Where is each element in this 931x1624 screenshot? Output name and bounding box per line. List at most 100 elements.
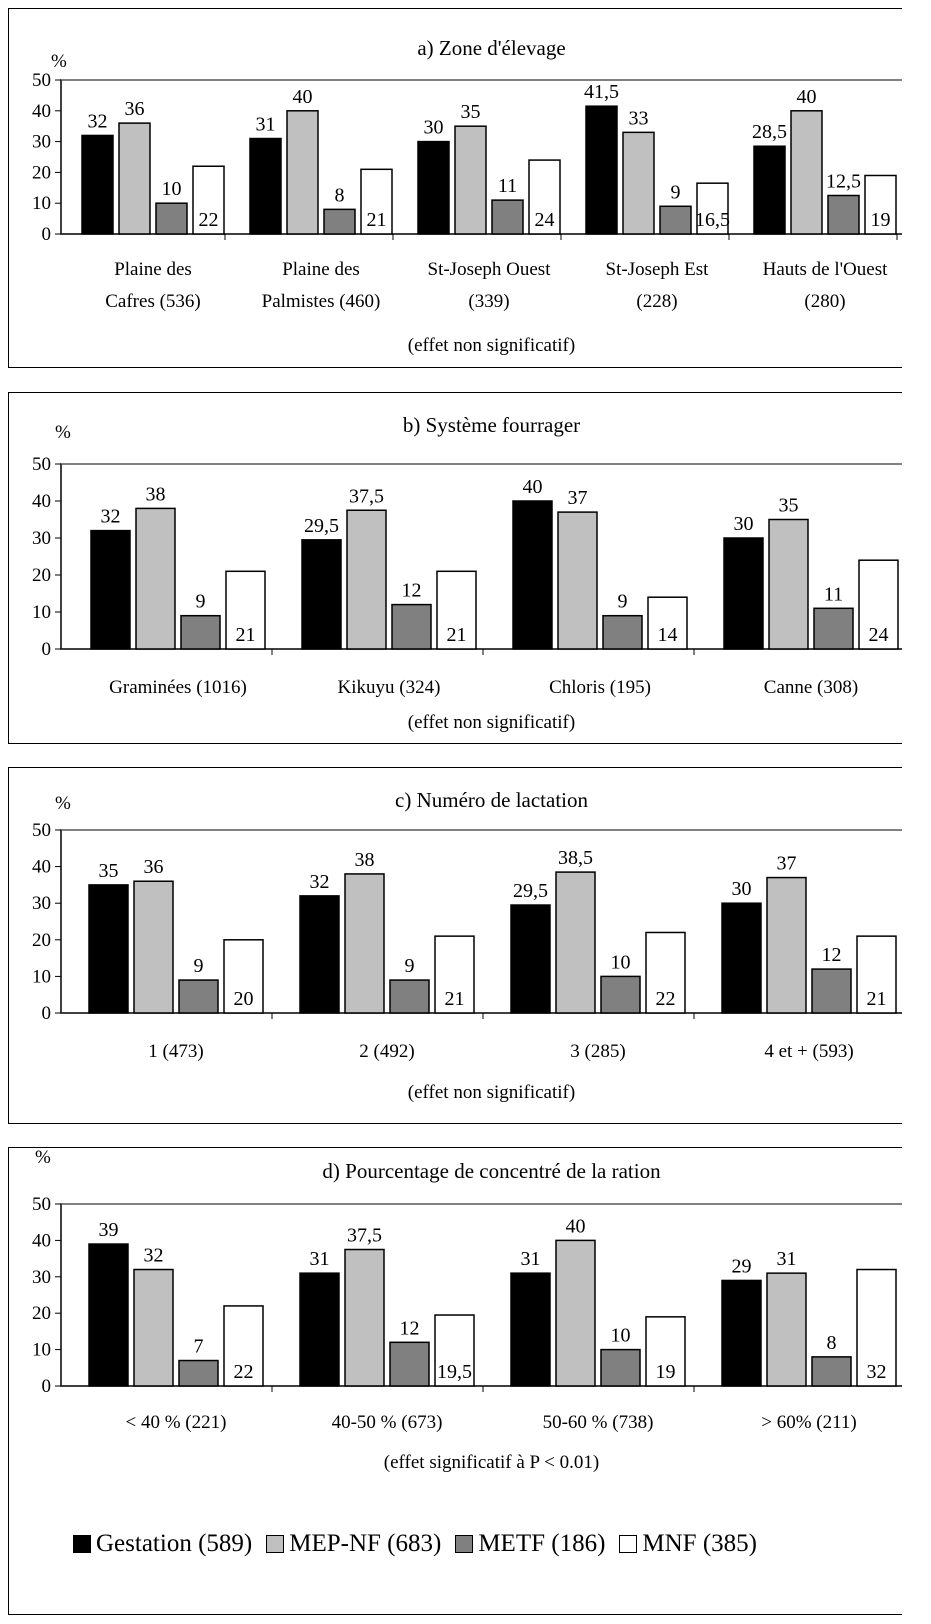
data-label-gestation: 31: [310, 1248, 330, 1270]
data-label-gestation: 29: [732, 1255, 752, 1277]
data-label-metf: 10: [611, 1325, 631, 1347]
y-tick-label: 50: [32, 454, 51, 475]
x-tick-label: St-Joseph Ouest: [428, 259, 552, 280]
x-tick-label: Kikuyu (324): [338, 677, 441, 698]
legend-label-metf: METF (186): [478, 1530, 606, 1557]
data-label-mep-nf: 36: [125, 98, 145, 120]
data-label-gestation: 39: [99, 1219, 119, 1241]
bar-gestation: [301, 539, 342, 650]
legend-item-gestation: Gestation (589): [73, 1530, 252, 1558]
bar-gestation: [510, 1272, 551, 1387]
data-label-mnf: 21: [367, 209, 387, 231]
y-axis-label: %: [55, 793, 71, 814]
bar-gestation: [299, 895, 340, 1014]
data-label-mep-nf: 31: [777, 1248, 797, 1270]
chart-panel-lactation: c) Numéro de lactation% 0 10 20 30 40 50 35 36 9 2…: [8, 767, 902, 1124]
data-label-mnf: 24: [535, 209, 555, 231]
bar-mep-nf: [555, 871, 596, 1014]
data-label-gestation: 31: [521, 1248, 541, 1270]
y-tick-label: 40: [32, 857, 51, 878]
bar-mnf: [223, 939, 264, 1014]
data-label-gestation: 35: [99, 860, 119, 882]
bar-metf: [323, 208, 356, 235]
bar-metf: [180, 614, 221, 650]
bar-gestation: [299, 1272, 340, 1387]
bar-mep-nf: [344, 1248, 385, 1387]
data-label-mnf: 20: [234, 988, 254, 1010]
data-label-mep-nf: 38,5: [558, 847, 593, 869]
chart-title: b) Système fourrager: [403, 413, 580, 437]
bar-gestation: [753, 145, 786, 235]
bar-mep-nf: [346, 509, 387, 650]
bar-gestation: [723, 537, 764, 650]
bar-mnf: [360, 168, 393, 235]
data-label-metf: 9: [196, 591, 206, 613]
x-tick-label: Chloris (195): [549, 677, 651, 698]
data-label-gestation: 32: [101, 506, 121, 528]
y-tick-label: 30: [32, 132, 51, 153]
chart-legend: Gestation (589) MEP-NF (683) METF (186) …: [73, 1530, 771, 1558]
chart-title: d) Pourcentage de concentré de la ration: [322, 1159, 661, 1183]
data-label-gestation: 28,5: [752, 121, 787, 143]
data-label-mep-nf: 32: [144, 1245, 164, 1267]
legend-swatch-metf: [455, 1535, 474, 1553]
x-tick-label: 40-50 % (673): [332, 1412, 443, 1433]
data-label-metf: 8: [827, 1332, 837, 1354]
bar-gestation: [721, 1279, 762, 1387]
y-tick-label: 40: [32, 491, 51, 512]
data-label-mep-nf: 37: [568, 487, 588, 509]
chart-pourcentage-concentre: d) Pourcentage de concentré de la ration…: [32, 1148, 902, 1473]
bar-mep-nf: [135, 507, 176, 650]
data-label-gestation: 32: [88, 110, 108, 132]
data-label-mnf: 16,5: [695, 209, 730, 231]
y-tick-label: 0: [42, 1003, 52, 1024]
x-tick-label: 4 et + (593): [764, 1041, 853, 1062]
x-tick-label: 2 (492): [359, 1041, 414, 1062]
y-tick-label: 10: [32, 602, 51, 623]
y-tick-label: 0: [42, 639, 52, 660]
data-label-metf: 9: [405, 955, 415, 977]
x-tick-label: (339): [468, 291, 509, 312]
bar-gestation: [417, 140, 450, 235]
bar-mnf: [223, 1305, 264, 1387]
bar-mnf: [858, 559, 899, 650]
y-tick-label: 30: [32, 1267, 51, 1288]
bar-mnf: [864, 174, 897, 235]
bar-mnf: [645, 931, 686, 1014]
data-label-metf: 10: [611, 951, 631, 973]
data-label-metf: 7: [194, 1336, 204, 1358]
data-label-metf: 12: [402, 580, 422, 602]
bar-gestation: [585, 105, 618, 235]
data-label-mnf: 21: [445, 988, 465, 1010]
x-tick-label: 1 (473): [148, 1041, 203, 1062]
chart-numero-lactation: c) Numéro de lactation% 0 10 20 30 40 50 35 36 9 2…: [32, 788, 902, 1103]
data-label-gestation: 41,5: [584, 81, 619, 103]
bar-metf: [389, 979, 430, 1014]
data-label-gestation: 30: [424, 117, 444, 139]
bar-mep-nf: [766, 1272, 807, 1387]
x-tick-label: 50-60 % (738): [543, 1412, 654, 1433]
data-label-mnf: 22: [656, 988, 676, 1010]
bar-mnf: [225, 570, 266, 650]
bar-metf: [659, 205, 692, 235]
bar-mnf: [856, 935, 897, 1014]
y-tick-label: 50: [32, 70, 51, 91]
y-axis-label: %: [55, 422, 71, 443]
data-label-gestation: 30: [732, 878, 752, 900]
bar-metf: [391, 603, 432, 650]
bar-metf: [178, 1359, 219, 1387]
bar-metf: [827, 194, 860, 235]
data-label-gestation: 32: [310, 871, 330, 893]
x-tick-label: Hauts de l'Ouest: [763, 259, 889, 280]
chart-zone-elevage: a) Zone d'élevage% 0 10 20 30 40 50 32 36 10 22 Pla…: [32, 36, 902, 356]
bar-mnf: [192, 165, 225, 235]
bar-metf: [811, 968, 852, 1014]
bar-metf: [389, 1341, 430, 1387]
legend-item-mep-nf: MEP-NF (683): [266, 1530, 441, 1558]
y-tick-label: 10: [32, 1340, 51, 1361]
y-tick-label: 10: [32, 193, 51, 214]
y-tick-label: 10: [32, 966, 51, 987]
bar-mep-nf: [344, 873, 385, 1014]
y-tick-label: 30: [32, 528, 51, 549]
x-tick-label: Canne (308): [764, 677, 858, 698]
